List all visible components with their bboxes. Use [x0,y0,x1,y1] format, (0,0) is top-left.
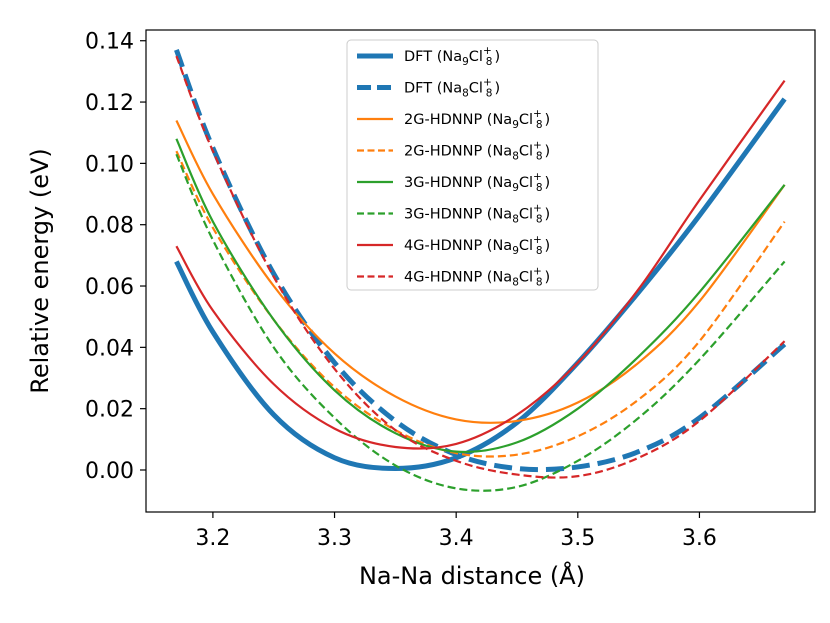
legend-label: 3G-HDNNP (Na9Cl+ 8) [404,171,550,194]
y-tick-label: 0.06 [85,275,134,300]
series-line-7 [175,79,786,450]
x-tick-label: 3.6 [682,526,717,551]
series-line-5 [175,138,786,454]
y-tick-label: 0.08 [85,214,134,239]
y-tick-label: 0.04 [85,336,134,361]
y-tick-label: 0.14 [85,30,134,55]
y-tick-label: 0.10 [85,152,134,177]
legend-label: 3G-HDNNP (Na8Cl+ 8) [404,203,550,226]
x-tick-label: 3.3 [317,526,352,551]
legend-label: 2G-HDNNP (Na8Cl+ 8) [404,140,550,163]
legend: DFT (Na9Cl+ 8) DFT (Na8Cl+ 8) 2G-HDNNP (Na9C… [346,39,599,291]
series-line-6 [175,153,786,492]
legend-label: DFT (Na9Cl+ 8) [404,45,500,68]
series-line-2 [174,49,787,473]
series-line-1 [174,97,787,471]
y-tick-label: 0.02 [85,398,134,423]
y-tick-label: 0.00 [85,459,134,484]
series-line-8 [175,55,786,479]
legend-label: 4G-HDNNP (Na8Cl+ 8) [404,266,550,289]
y-axis-label: Relative energy (eV) [26,148,54,394]
x-axis-label: Na-Na distance (Å) [359,561,585,590]
plot-frame [145,29,816,513]
x-tick-label: 3.2 [195,526,230,551]
legend-label: 4G-HDNNP (Na9Cl+ 8) [404,234,550,257]
y-tick-label: 0.12 [85,91,134,116]
x-tick-label: 3.5 [560,526,595,551]
series-layer [174,49,787,492]
legend-label: DFT (Na8Cl+ 8) [404,77,500,100]
series-line-3 [175,119,786,424]
axes-layer: 3.2 3.3 3.4 3.5 3.6 0.00 0.02 0.04 0.06 0.08 0.10 0… [85,30,717,551]
legend-box [346,39,599,291]
legend-label: 2G-HDNNP (Na9Cl+ 8) [404,108,550,131]
x-tick-label: 3.4 [439,526,474,551]
